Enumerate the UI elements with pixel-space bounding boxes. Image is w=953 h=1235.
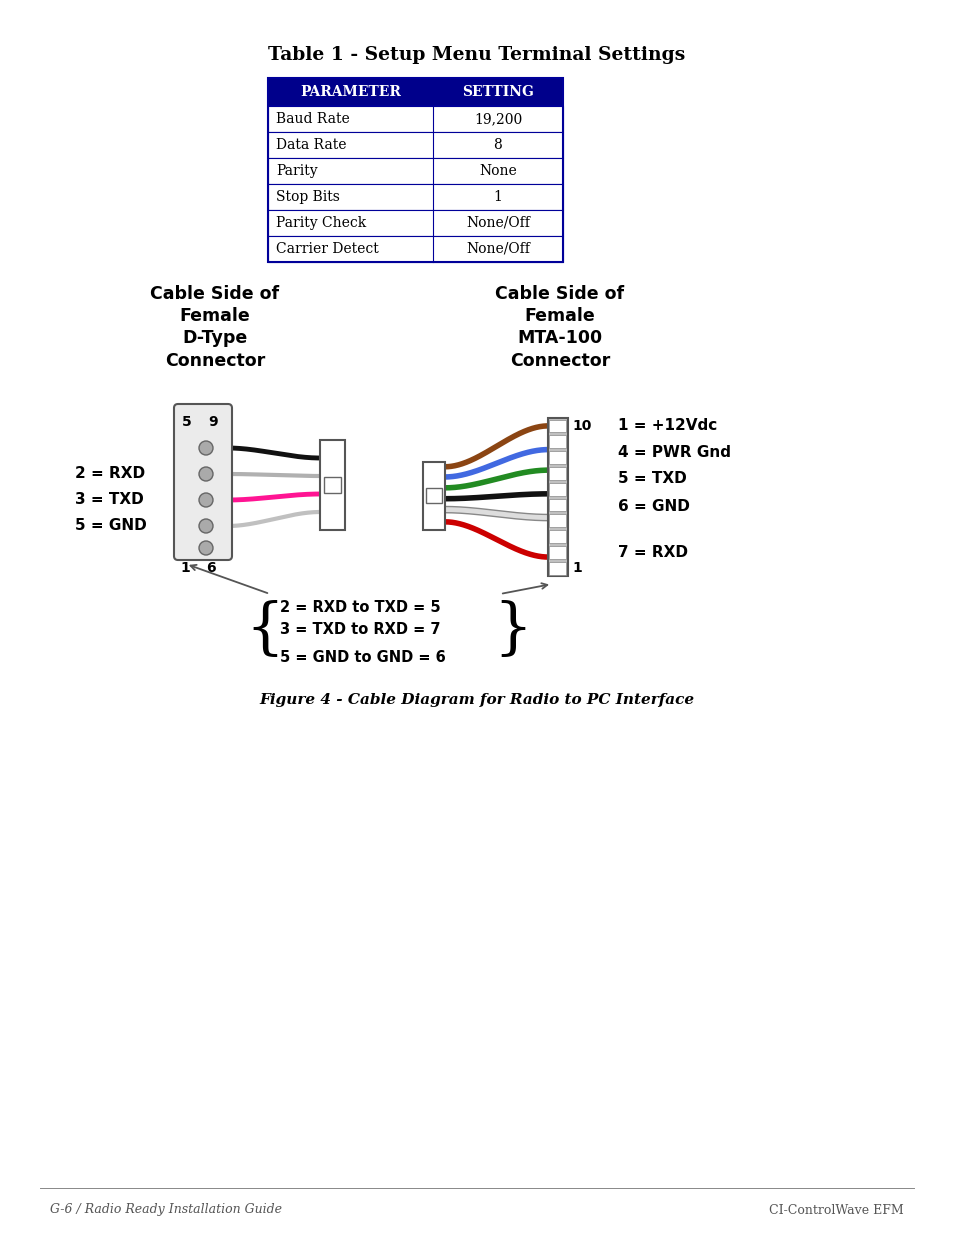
Text: 5 = GND to GND = 6: 5 = GND to GND = 6 (280, 651, 445, 666)
Bar (549, 499, 566, 511)
Text: }: } (493, 600, 532, 659)
Text: CI-ControlWave EFM: CI-ControlWave EFM (768, 1203, 903, 1216)
Text: 1 = +12Vdc: 1 = +12Vdc (618, 419, 717, 433)
Text: {: { (245, 600, 284, 659)
Text: None: None (478, 164, 517, 178)
Text: None/Off: None/Off (466, 242, 529, 256)
Text: 1: 1 (493, 190, 502, 204)
Bar (426, 488, 441, 503)
Text: 5 = TXD: 5 = TXD (618, 471, 686, 485)
Bar (268, 236, 562, 262)
Text: 9: 9 (208, 415, 217, 429)
Bar (549, 546, 566, 558)
Circle shape (199, 493, 213, 508)
Text: 10: 10 (572, 419, 591, 433)
Text: 2 = RXD to TXD = 5: 2 = RXD to TXD = 5 (280, 599, 440, 615)
Bar (549, 483, 566, 495)
Text: 3 = TXD to RXD = 7: 3 = TXD to RXD = 7 (280, 622, 440, 637)
Bar (549, 435, 566, 448)
Text: 19,200: 19,200 (474, 112, 521, 126)
Text: None/Off: None/Off (466, 216, 529, 230)
Text: Parity: Parity (275, 164, 317, 178)
Bar (319, 440, 345, 530)
Bar (268, 132, 562, 158)
Text: SETTING: SETTING (461, 85, 534, 99)
Bar (549, 420, 566, 432)
Text: G-6 / Radio Ready Installation Guide: G-6 / Radio Ready Installation Guide (50, 1203, 282, 1216)
Bar (324, 477, 340, 493)
Bar (549, 562, 566, 574)
Text: Stop Bits: Stop Bits (275, 190, 339, 204)
Bar (268, 106, 562, 132)
Text: Carrier Detect: Carrier Detect (275, 242, 378, 256)
Bar (549, 530, 566, 543)
Text: Parity Check: Parity Check (275, 216, 366, 230)
Text: 4 = PWR Gnd: 4 = PWR Gnd (618, 446, 730, 461)
Text: Cable Side of
Female
D-Type
Connector: Cable Side of Female D-Type Connector (151, 285, 279, 369)
Text: 6: 6 (206, 561, 215, 576)
Text: Cable Side of
Female
MTA-100
Connector: Cable Side of Female MTA-100 Connector (495, 285, 624, 369)
Text: Baud Rate: Baud Rate (275, 112, 350, 126)
Bar (268, 184, 562, 210)
Bar (549, 514, 566, 527)
Bar (549, 451, 566, 464)
Text: 7 = RXD: 7 = RXD (618, 545, 687, 559)
Text: 1: 1 (572, 561, 581, 576)
Circle shape (199, 519, 213, 534)
Text: Figure 4 - Cable Diagram for Radio to PC Interface: Figure 4 - Cable Diagram for Radio to PC… (259, 693, 694, 706)
Circle shape (199, 441, 213, 454)
Text: 8: 8 (493, 138, 502, 152)
Bar (268, 158, 562, 184)
Bar (268, 210, 562, 236)
Circle shape (199, 467, 213, 480)
FancyBboxPatch shape (173, 404, 232, 559)
Bar (422, 462, 444, 530)
Text: 3 = TXD: 3 = TXD (75, 493, 144, 508)
Text: Data Rate: Data Rate (275, 138, 346, 152)
Bar (547, 417, 567, 576)
Text: 5 = GND: 5 = GND (75, 519, 147, 534)
Text: 5: 5 (182, 415, 192, 429)
Text: Table 1 - Setup Menu Terminal Settings: Table 1 - Setup Menu Terminal Settings (268, 46, 685, 64)
Bar (549, 467, 566, 479)
Circle shape (199, 541, 213, 555)
Text: PARAMETER: PARAMETER (300, 85, 400, 99)
Bar (268, 78, 562, 106)
Text: 1: 1 (180, 561, 190, 576)
Bar (268, 78, 562, 262)
Text: 6 = GND: 6 = GND (618, 499, 689, 514)
Text: 2 = RXD: 2 = RXD (75, 467, 145, 482)
